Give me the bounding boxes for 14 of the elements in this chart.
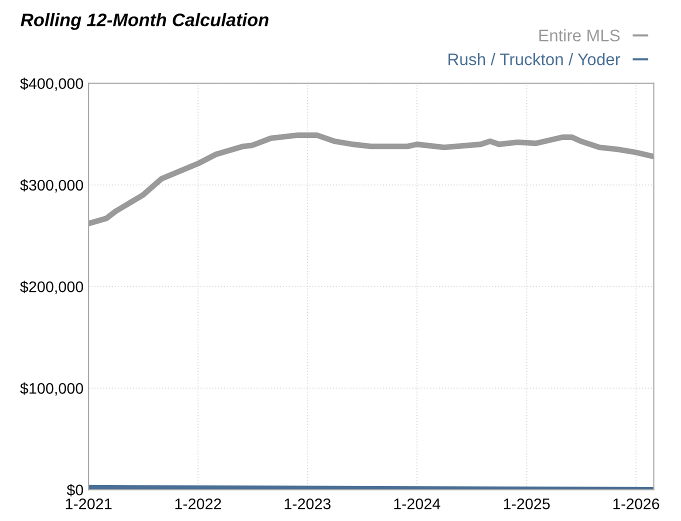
chart-title: Rolling 12-Month Calculation [20, 13, 268, 30]
legend-label: Rush / Truckton / Yoder [448, 53, 620, 66]
y-tick-label: $400,000 [20, 78, 84, 91]
x-tick-label: 1-2026 [613, 498, 660, 510]
y-tick-label: $0 [66, 484, 84, 496]
x-tick-label: 1-2022 [175, 498, 221, 510]
y-tick-label: $300,000 [20, 179, 84, 192]
legend-label: Entire MLS [539, 29, 620, 42]
x-tick-label: 1-2025 [504, 498, 550, 510]
x-tick-label: 1-2021 [66, 498, 112, 510]
y-tick-label: $200,000 [20, 280, 84, 294]
x-tick-label: 1-2023 [284, 498, 331, 510]
y-tick-label: $100,000 [20, 382, 84, 396]
x-tick-label: 1-2024 [394, 498, 440, 510]
